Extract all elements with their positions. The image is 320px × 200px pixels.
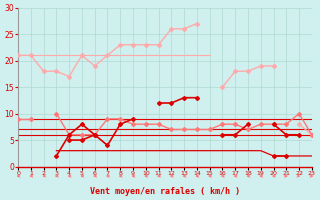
- X-axis label: Vent moyen/en rafales ( km/h ): Vent moyen/en rafales ( km/h ): [90, 187, 240, 196]
